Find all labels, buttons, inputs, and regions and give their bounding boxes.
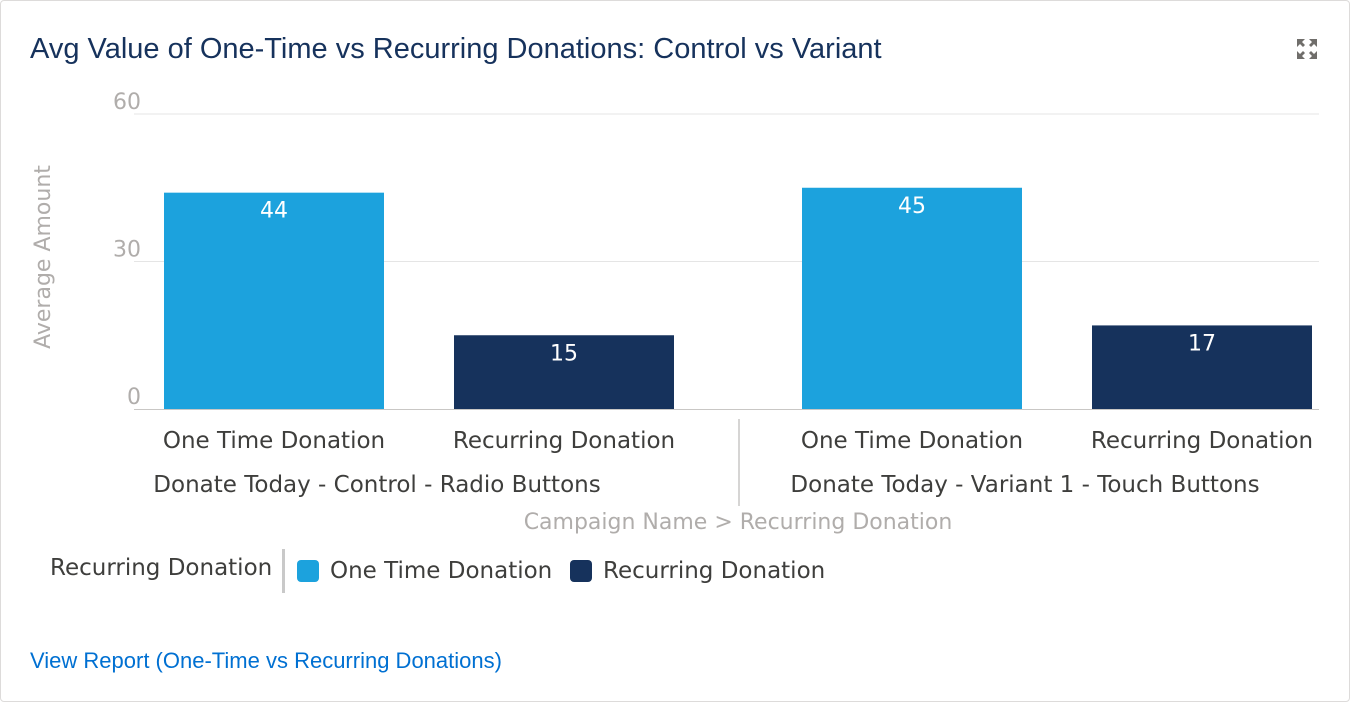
x-tick-label: Recurring Donation — [453, 428, 675, 454]
legend-label-one-time: One Time Donation — [330, 558, 553, 584]
bar — [802, 187, 1022, 409]
legend-divider — [282, 549, 285, 593]
bar-chart: 0 30 60 Average Amount 44 One Time Donation 15… — [31, 90, 1319, 535]
expand-icon[interactable] — [1293, 35, 1321, 63]
bar — [164, 192, 384, 409]
data-label: 15 — [550, 341, 578, 366]
y-tick-label: 60 — [113, 90, 141, 115]
bar — [1092, 325, 1312, 409]
y-axis-title: Average Amount — [31, 165, 56, 349]
x-tick-label: One Time Donation — [163, 428, 385, 454]
y-tick-label: 30 — [113, 238, 141, 263]
bar — [454, 335, 674, 409]
legend-swatch-one-time — [297, 560, 319, 582]
data-label: 17 — [1188, 331, 1216, 356]
legend-item-recurring[interactable]: Recurring Donation — [570, 557, 825, 585]
legend-item-one-time[interactable]: One Time Donation — [297, 557, 552, 585]
legend-title: Recurring Donation — [50, 555, 273, 581]
view-report-link[interactable]: View Report (One-Time vs Recurring Donat… — [30, 648, 502, 673]
group-label: Donate Today - Variant 1 - Touch Buttons — [790, 472, 1259, 498]
x-tick-label: Recurring Donation — [1091, 428, 1313, 454]
x-tick-label: One Time Donation — [801, 428, 1023, 454]
chart-title: Avg Value of One-Time vs Recurring Donat… — [30, 33, 882, 65]
data-label: 44 — [260, 199, 288, 224]
data-label: 45 — [898, 194, 926, 219]
x-axis-title: Campaign Name > Recurring Donation — [524, 510, 953, 535]
group-label: Donate Today - Control - Radio Buttons — [153, 472, 600, 498]
legend-label-recurring: Recurring Donation — [603, 558, 826, 584]
y-tick-label: 0 — [127, 385, 141, 410]
legend-swatch-recurring — [570, 560, 592, 582]
